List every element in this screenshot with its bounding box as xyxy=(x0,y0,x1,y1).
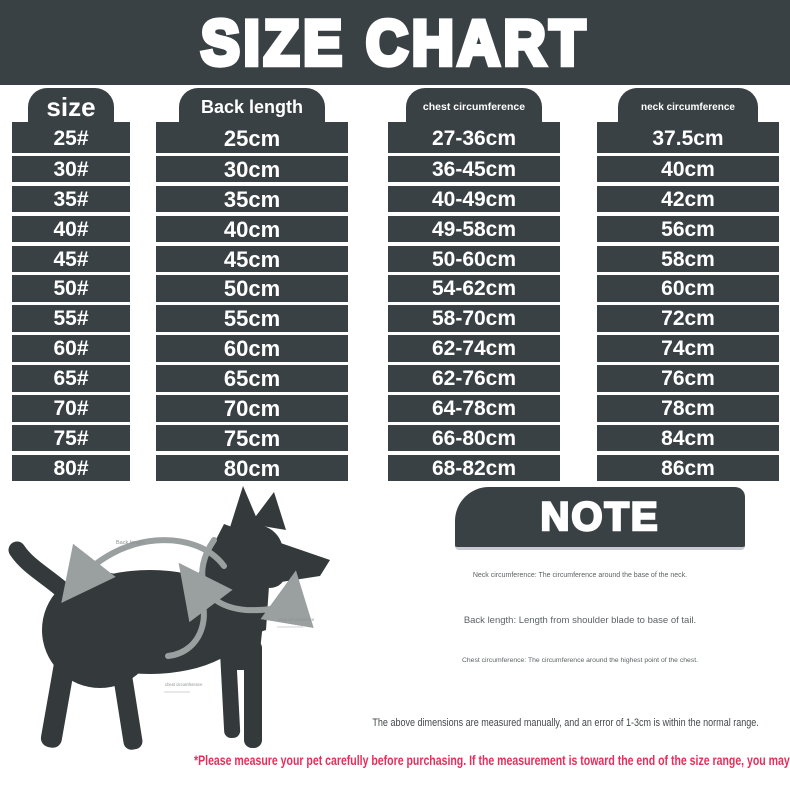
table-cell: 56cm xyxy=(597,215,779,243)
table-cell: 50-60cm xyxy=(388,245,560,273)
table-cell: 78cm xyxy=(597,395,779,422)
page-title: SIZE CHART xyxy=(199,6,589,82)
table-cell: 35# xyxy=(12,185,130,213)
chest-circumference-arrow xyxy=(165,562,233,659)
back-length-diagram-label: Back length xyxy=(116,540,145,546)
table-cell: 70# xyxy=(12,395,130,422)
back-length-arrow xyxy=(61,537,227,603)
note-banner: NOTE xyxy=(455,487,745,550)
back-length-column-header: Back length xyxy=(179,88,325,126)
table-cell: 64-78cm xyxy=(388,395,560,422)
table-cell: 40-49cm xyxy=(388,185,560,213)
note-line-back: Back length: Length from shoulder blade … xyxy=(463,615,697,626)
table-cell: 45# xyxy=(12,245,130,273)
table-cell: 30# xyxy=(12,155,130,183)
chest-circumference-column-header: chest circumference xyxy=(406,88,542,126)
size-column: size 25# 30# 35# 40# 45# 50# 55# 60# 65# 70# 75# 80… xyxy=(12,88,130,482)
table-cell: 45cm xyxy=(156,245,348,273)
table-cell: 60cm xyxy=(597,275,779,302)
note-title: NOTE xyxy=(539,493,660,540)
table-cell: 80# xyxy=(12,454,130,482)
note-line-chest: Chest circumference: The circumference a… xyxy=(461,657,698,664)
table-cell: 84cm xyxy=(597,424,779,452)
table-cell: 65# xyxy=(12,365,130,392)
table-cell: 55# xyxy=(12,305,130,332)
neck-circumference-column-cells: 37.5cm 40cm 42cm 56cm 58cm 60cm 72cm 74cm 76cm 78… xyxy=(597,122,779,482)
table-cell: 58-70cm xyxy=(388,305,560,332)
table-cell: 65cm xyxy=(156,365,348,392)
table-cell: 86cm xyxy=(597,454,779,482)
back-length-column-cells: 25cm 30cm 35cm 40cm 45cm 50cm 55cm 60cm 65cm 70cm… xyxy=(156,122,348,482)
table-cell: 60# xyxy=(12,335,130,362)
note-line-neck: Neck circumference: The circumference ar… xyxy=(472,572,688,579)
table-cell: 36-45cm xyxy=(388,155,560,183)
table-cell: 50# xyxy=(12,275,130,302)
table-cell: 75# xyxy=(12,424,130,452)
table-cell: 40# xyxy=(12,215,130,243)
table-cell: 60cm xyxy=(156,335,348,362)
footer-warning-text: *Please measure your pet carefully befor… xyxy=(194,753,790,768)
neck-circumference-column: neck circumference 37.5cm 40cm 42cm 56cm 58c… xyxy=(597,88,779,482)
size-column-header: size xyxy=(28,88,114,126)
table-cell: 40cm xyxy=(597,155,779,183)
table-cell: 75cm xyxy=(156,424,348,452)
table-cell: 70cm xyxy=(156,395,348,422)
table-cell: 50cm xyxy=(156,275,348,302)
size-column-cells: 25# 30# 35# 40# 45# 50# 55# 60# 65# 70# 75# 80# xyxy=(12,122,130,482)
table-cell: 42cm xyxy=(597,185,779,213)
back-length-column: Back length 25cm 30cm 35cm 40cm 45cm 50cm 55cm… xyxy=(156,88,348,482)
table-cell: 27-36cm xyxy=(388,122,560,153)
table-cell: 74cm xyxy=(597,335,779,362)
table-cell: 35cm xyxy=(156,185,348,213)
table-cell: 54-62cm xyxy=(388,275,560,302)
table-cell: 68-82cm xyxy=(388,454,560,482)
tolerance-note-text: The above dimensions are measured manual… xyxy=(372,717,759,729)
back-length-header-label: Back length xyxy=(200,96,304,117)
dog-measurement-diagram: Back length neck circumference chest cir… xyxy=(8,486,330,750)
chest-circumference-column-cells: 27-36cm 36-45cm 40-49cm 49-58cm 50-60cm 54-62… xyxy=(388,122,560,482)
table-cell: 55cm xyxy=(156,305,348,332)
table-cell: 62-74cm xyxy=(388,335,560,362)
table-cell: 80cm xyxy=(156,454,348,482)
size-header-label: size xyxy=(46,91,96,122)
title-banner: SIZE CHART xyxy=(0,0,790,85)
table-cell: 37.5cm xyxy=(597,122,779,153)
table-cell: 30cm xyxy=(156,155,348,183)
chest-circumference-column: chest circumference 27-36cm 36-45cm 40-49c… xyxy=(388,88,560,482)
table-cell: 62-76cm xyxy=(388,365,560,392)
dog-ear-right xyxy=(250,492,286,530)
neck-circumference-diagram-label: neck circumference xyxy=(278,617,315,622)
neck-circumference-column-header: neck circumference xyxy=(618,88,758,126)
chest-header-label: chest circumference xyxy=(422,101,526,113)
table-cell: 25cm xyxy=(156,122,348,153)
table-cell: 49-58cm xyxy=(388,215,560,243)
neck-header-label: neck circumference xyxy=(641,101,735,113)
table-cell: 40cm xyxy=(156,215,348,243)
table-cell: 25# xyxy=(12,122,130,153)
table-cell: 66-80cm xyxy=(388,424,560,452)
table-cell: 58cm xyxy=(597,245,779,273)
table-cell: 76cm xyxy=(597,365,779,392)
table-cell: 72cm xyxy=(597,305,779,332)
tolerance-note: The above dimensions are measured manual… xyxy=(330,717,770,729)
chest-circumference-diagram-label: chest circumference xyxy=(165,682,203,687)
footer-warning: *Please measure your pet carefully befor… xyxy=(95,753,790,768)
